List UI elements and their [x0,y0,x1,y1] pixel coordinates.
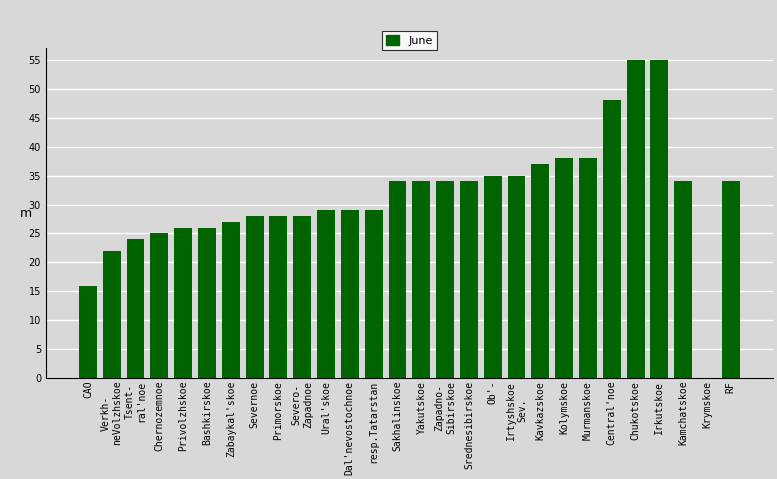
Legend: June: June [382,31,437,50]
Bar [127,239,145,378]
Y-axis label: m: m [19,207,32,220]
Bar [722,182,740,378]
Bar [507,176,525,378]
Bar [174,228,192,378]
Bar [413,182,430,378]
Bar [531,164,549,378]
Bar [579,158,597,378]
Bar [460,182,478,378]
Bar [222,222,239,378]
Bar [103,251,120,378]
Bar [436,182,454,378]
Bar [650,60,668,378]
Bar [627,60,645,378]
Bar [674,182,692,378]
Bar [246,216,263,378]
Bar [603,101,621,378]
Bar [151,233,169,378]
Bar [364,210,382,378]
Bar [484,176,502,378]
Bar [198,228,216,378]
Bar [79,285,97,378]
Bar [293,216,311,378]
Bar [556,158,573,378]
Bar [317,210,335,378]
Bar [270,216,287,378]
Bar [341,210,359,378]
Bar [388,182,406,378]
